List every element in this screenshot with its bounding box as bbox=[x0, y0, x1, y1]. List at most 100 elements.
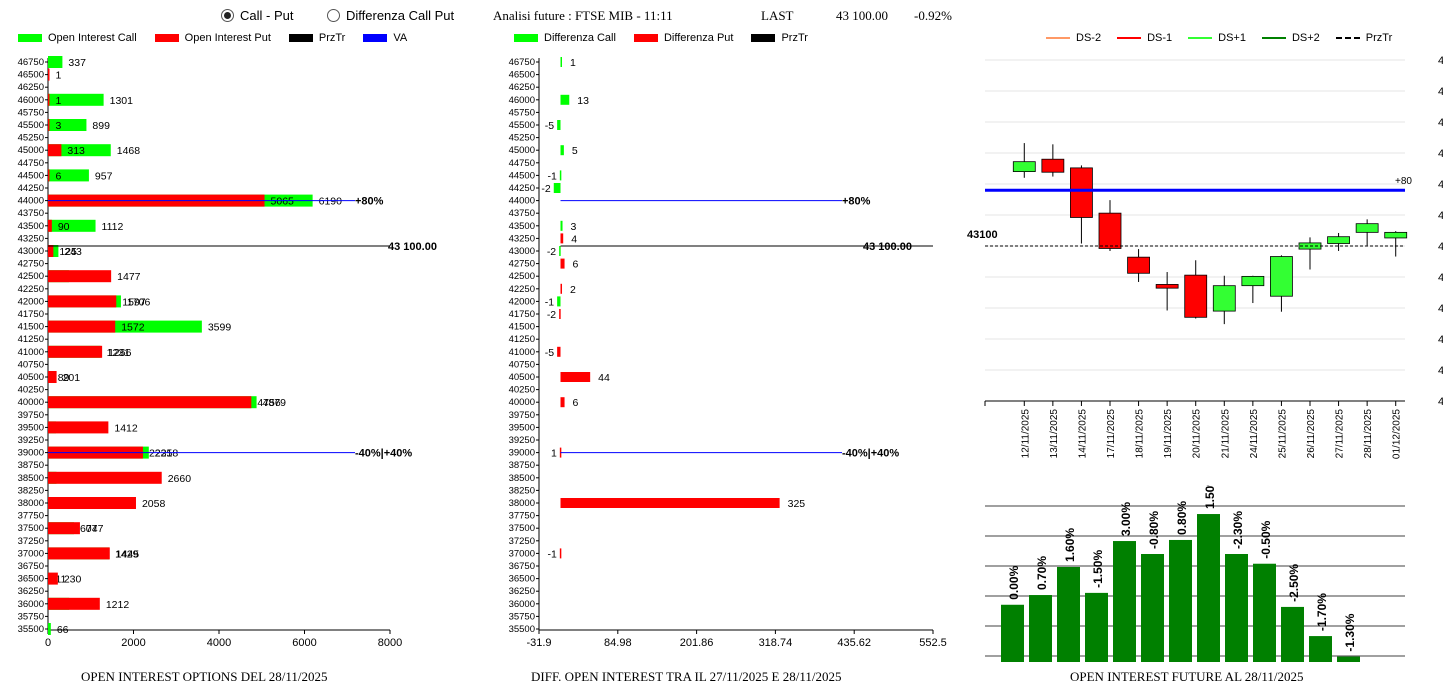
legend-item: DS-2 bbox=[1076, 32, 1102, 44]
diff-bar-label: -2 bbox=[541, 183, 550, 195]
oi-bar bbox=[48, 119, 87, 131]
oi-bar bbox=[48, 144, 62, 157]
y-tick-label: 41500 bbox=[18, 322, 44, 333]
percent-bar-label: -2.50% bbox=[1287, 564, 1301, 602]
radio-unselected-icon[interactable] bbox=[327, 9, 340, 22]
radio-selected-icon[interactable] bbox=[221, 9, 234, 22]
legend-swatch bbox=[1046, 37, 1070, 39]
y-tick-label: 40250 bbox=[18, 385, 44, 396]
oi-bar-label: 1477 bbox=[117, 271, 141, 283]
percent-bar-label: 1.50% bbox=[1203, 485, 1217, 509]
y-tick-label: 42600 bbox=[1438, 272, 1443, 284]
x-tick-label: 28/11/2025 bbox=[1363, 409, 1374, 459]
diff-bar bbox=[559, 246, 561, 256]
title-middle: DIFF. OPEN INTEREST TRA IL 27/11/2025 E … bbox=[531, 669, 842, 684]
radio-diff[interactable]: Differenza Call Put bbox=[327, 8, 454, 23]
oi-bar bbox=[48, 572, 58, 585]
percent-bar bbox=[1057, 566, 1080, 662]
y-tick-label: 42000 bbox=[18, 296, 44, 307]
percent-bar-label: 1.60% bbox=[1063, 528, 1077, 562]
diff-bar-label: -1 bbox=[547, 548, 556, 560]
diff-bar bbox=[557, 296, 561, 307]
y-tick-label: 35500 bbox=[509, 624, 535, 635]
y-tick-label: 45000 bbox=[509, 145, 535, 156]
percent-bar bbox=[1001, 604, 1024, 662]
y-tick-label: 38250 bbox=[509, 485, 535, 496]
x-tick-label: 13/11/2025 bbox=[1049, 409, 1060, 459]
oi-bar-label: 899 bbox=[92, 120, 110, 132]
y-tick-label: 43750 bbox=[509, 208, 535, 219]
y-tick-label: 46250 bbox=[18, 82, 44, 93]
y-tick-label: 44750 bbox=[509, 158, 535, 169]
y-tick-label: 45750 bbox=[18, 107, 44, 118]
diff-bar bbox=[557, 346, 561, 357]
oi-bar-label: 1706 bbox=[127, 296, 151, 308]
candle-body bbox=[1098, 212, 1122, 249]
radio-call-put-label: Call - Put bbox=[240, 8, 294, 23]
future-percent-chart: 0.00% 0.70% 1.60% -1.50% 3.00% -0.80% 0.80% 1.5… bbox=[985, 485, 1405, 662]
oi-bar bbox=[48, 295, 117, 308]
y-tick-label: 45500 bbox=[509, 120, 535, 131]
oi-bar bbox=[48, 119, 50, 131]
percent-bar-label: 0.80% bbox=[1175, 501, 1189, 535]
reference-label: 43 100.00 bbox=[863, 241, 912, 253]
y-tick-label: 41750 bbox=[509, 309, 535, 320]
y-tick-label: 43100 bbox=[1438, 241, 1443, 253]
y-tick-label: 35500 bbox=[18, 624, 44, 635]
y-tick-label: 39000 bbox=[509, 448, 535, 459]
oi-bar-label: 1212 bbox=[106, 599, 130, 611]
y-tick-label: 35750 bbox=[509, 611, 535, 622]
diff-bar bbox=[560, 498, 780, 508]
percent-bar-label: -1.50% bbox=[1091, 550, 1105, 588]
oi-bar-label: 4879 bbox=[263, 397, 287, 409]
y-tick-label: 46750 bbox=[18, 57, 44, 68]
radio-call-put[interactable]: Call - Put bbox=[221, 8, 293, 23]
diff-bar-label: 6 bbox=[573, 259, 579, 271]
last-value: 43 100.00 bbox=[836, 8, 888, 23]
diff-bar bbox=[560, 145, 564, 156]
x-tick-label: 18/11/2025 bbox=[1135, 409, 1146, 459]
oi-bar bbox=[48, 219, 96, 232]
legend-item: Differenza Call bbox=[544, 32, 616, 44]
diff-bar-label: -2 bbox=[547, 246, 556, 258]
title-right: OPEN INTEREST FUTURE AL 28/11/2025 bbox=[1070, 669, 1304, 684]
legend-item: Open Interest Put bbox=[184, 32, 271, 44]
y-tick-label: 40000 bbox=[509, 397, 535, 408]
y-tick-label: 41750 bbox=[18, 309, 44, 320]
candle-body bbox=[1155, 284, 1179, 289]
percent-bar-label: 3.00% bbox=[1119, 502, 1133, 536]
oi-bar-label: 1301 bbox=[110, 95, 134, 107]
y-tick-label: 41600 bbox=[1438, 334, 1443, 346]
reference-label: +80% bbox=[355, 196, 384, 208]
x-tick-label: 0 bbox=[45, 637, 51, 649]
x-tick-label: 01/12/2025 bbox=[1392, 409, 1403, 459]
y-tick-label: 43250 bbox=[18, 233, 44, 244]
y-tick-label: 46000 bbox=[509, 95, 535, 106]
diff-bar bbox=[560, 57, 563, 67]
reference-label: +80 bbox=[1395, 176, 1412, 187]
oi-bar-label: 243 bbox=[64, 246, 82, 258]
y-tick-label: 42100 bbox=[1438, 303, 1443, 315]
diff-bar-label: 3 bbox=[571, 221, 577, 233]
y-tick-label: 40500 bbox=[18, 372, 44, 383]
oi-bar bbox=[48, 93, 104, 106]
oi-bar bbox=[48, 144, 111, 157]
oi-bar-label: 337 bbox=[68, 57, 86, 69]
reference-label: -40%|+40% bbox=[842, 448, 899, 460]
percent-bar bbox=[1281, 606, 1304, 662]
y-tick-label: 37000 bbox=[509, 548, 535, 559]
y-tick-label: 43750 bbox=[18, 208, 44, 219]
percent-bar bbox=[1197, 514, 1220, 662]
candle-body bbox=[1212, 285, 1236, 312]
percent-bar bbox=[1141, 554, 1164, 662]
y-tick-label: 44000 bbox=[18, 196, 44, 207]
y-tick-label: 36750 bbox=[509, 561, 535, 572]
oi-bar bbox=[48, 421, 109, 434]
oi-bar-label: 1412 bbox=[114, 422, 138, 434]
legend-item: PrzTr bbox=[318, 32, 346, 44]
y-tick-label: 42250 bbox=[509, 284, 535, 295]
last-label: LAST bbox=[761, 8, 794, 23]
y-tick-label: 37500 bbox=[509, 523, 535, 534]
y-tick-label: 39500 bbox=[18, 422, 44, 433]
diff-bar-label: 44 bbox=[598, 372, 610, 384]
